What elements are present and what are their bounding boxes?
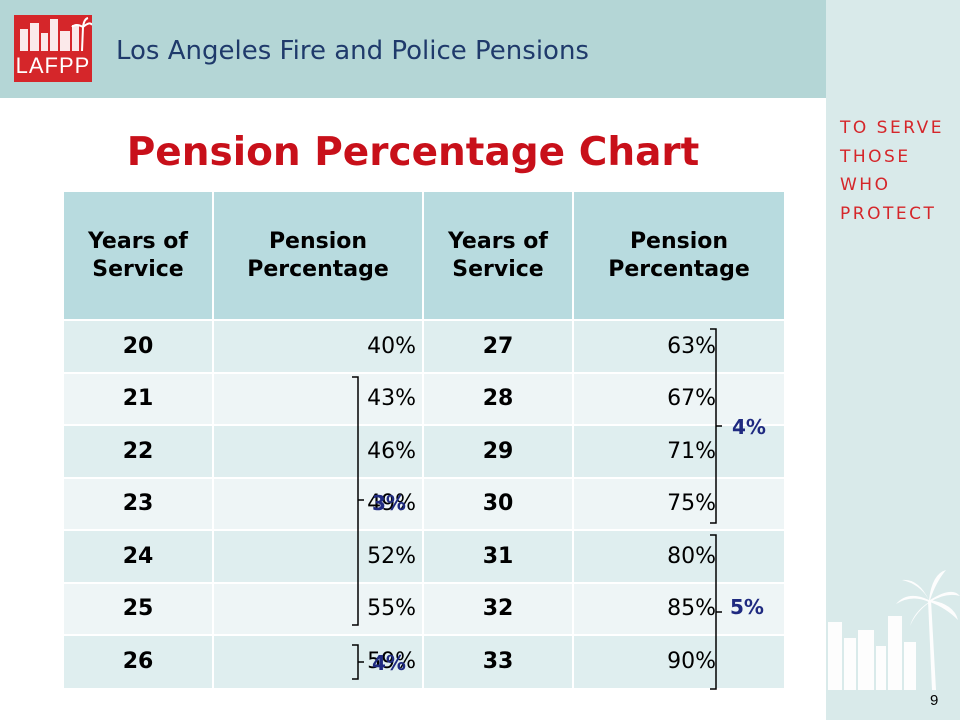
years-of-service-cell: 20 xyxy=(122,333,154,359)
header-pension-percentage: Pension Percentage xyxy=(247,229,389,282)
pension-percentage-cell: 85% xyxy=(667,596,716,622)
tagline-line: TO SERVE xyxy=(840,118,944,138)
page-title: Pension Percentage Chart xyxy=(126,130,700,175)
page-number: 9 xyxy=(930,692,939,709)
header-years-of-service: Years of Service xyxy=(448,229,548,282)
tagline-line: THOSE xyxy=(840,146,911,167)
years-of-service-cell: 28 xyxy=(482,386,514,412)
years-of-service-cell: 24 xyxy=(122,543,154,569)
pension-percentage-cell: 90% xyxy=(667,648,716,674)
years-of-service-cell: 21 xyxy=(122,386,154,412)
years-of-service-cell: 29 xyxy=(482,438,514,464)
bracket-label-3pct: 3% xyxy=(372,491,406,515)
years-of-service-cell: 23 xyxy=(122,491,154,517)
years-of-service-cell: 30 xyxy=(482,491,514,517)
tagline: TO SERVE THOSE WHO PROTECT xyxy=(840,114,955,228)
tagline-line: WHO xyxy=(840,175,891,195)
bracket-label-4pct: 4% xyxy=(732,415,766,439)
table-row: 22 46% 29 71% xyxy=(64,424,784,478)
years-of-service-cell: 31 xyxy=(482,543,514,569)
table-header-row: Years of Service Pension Percentage Years … xyxy=(64,192,784,320)
years-of-service-cell: 32 xyxy=(482,596,514,622)
organization-name: Los Angeles Fire and Police Pensions xyxy=(116,36,589,66)
side-panel xyxy=(826,0,960,720)
table-row: 21 43% 28 67% xyxy=(64,371,784,425)
pension-percentage-cell: 80% xyxy=(667,543,716,569)
pension-percentage-cell: 55% xyxy=(367,596,416,622)
lafpp-logo: LAFPP xyxy=(14,15,92,82)
pension-percentage-cell: 43% xyxy=(367,386,416,412)
header-pension-percentage: Pension Percentage xyxy=(608,229,750,282)
years-of-service-cell: 25 xyxy=(122,596,154,622)
bracket-rows-21-25 xyxy=(352,376,364,626)
bracket-rows-31-33 xyxy=(710,534,722,690)
bracket-label-4pct: 4% xyxy=(372,651,406,675)
header-bar xyxy=(0,0,826,98)
years-of-service-cell: 26 xyxy=(122,648,154,674)
header-years-of-service: Years of Service xyxy=(88,229,188,282)
pension-percentage-cell: 40% xyxy=(367,333,416,359)
skyline-palm-icon xyxy=(828,570,960,690)
city-skyline-logo-icon xyxy=(20,17,92,52)
logo-text: LAFPP xyxy=(15,53,91,78)
pension-percentage-cell: 63% xyxy=(667,333,716,359)
years-of-service-cell: 22 xyxy=(122,438,154,464)
years-of-service-cell: 33 xyxy=(482,648,514,674)
pension-percentage-cell: 75% xyxy=(667,491,716,517)
pension-percentage-cell: 59% xyxy=(367,648,416,674)
table-row: 25 55% 32 85% xyxy=(64,581,784,635)
bracket-row-26 xyxy=(352,644,364,680)
years-of-service-cell: 27 xyxy=(482,333,514,359)
pension-percentage-cell: 71% xyxy=(667,438,716,464)
pension-percentage-cell: 46% xyxy=(367,438,416,464)
pension-table: Years of Service Pension Percentage Years … xyxy=(64,192,784,688)
pension-percentage-cell: 49% xyxy=(367,491,416,517)
table-row: 26 59% 33 90% xyxy=(64,634,784,688)
pension-percentage-cell: 52% xyxy=(367,543,416,569)
pension-percentage-cell: 67% xyxy=(667,386,716,412)
table-row: 23 49% 30 75% xyxy=(64,476,784,530)
tagline-line: PROTECT xyxy=(840,203,937,224)
bracket-label-5pct: 5% xyxy=(730,595,764,619)
bracket-rows-27-30 xyxy=(710,328,722,524)
table-row: 20 40% 27 63% xyxy=(64,319,784,373)
table-row: 24 52% 31 80% xyxy=(64,529,784,583)
